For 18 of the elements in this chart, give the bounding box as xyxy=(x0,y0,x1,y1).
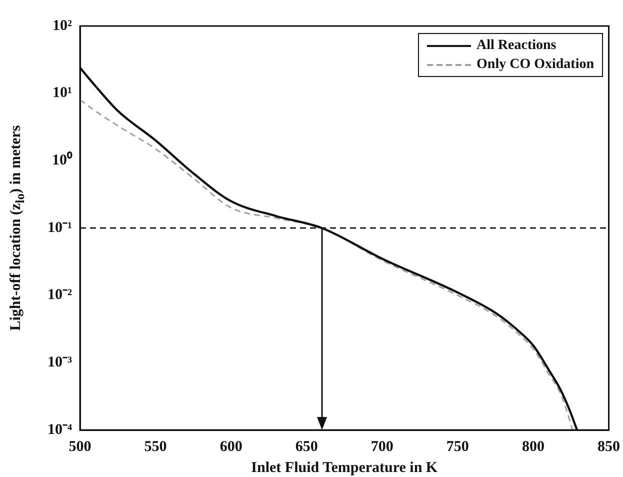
y-tick-label: 10⁻⁴ xyxy=(48,422,72,438)
legend-label: Only CO Oxidation xyxy=(476,56,594,72)
x-tick-label: 650 xyxy=(295,438,318,455)
y-tick-label: 10⁻² xyxy=(48,287,72,304)
y-tick-label: 10² xyxy=(52,18,72,34)
legend-label: All Reactions xyxy=(476,38,556,54)
y-tick-label: 10⁻¹ xyxy=(48,220,72,236)
x-axis-title: Inlet Fluid Temperature in K xyxy=(251,460,438,476)
x-tick-label: 850 xyxy=(598,438,620,455)
x-tick-label: 800 xyxy=(522,438,544,455)
y-tick-label: 10⁻³ xyxy=(48,354,72,371)
y-tick-label: 10¹ xyxy=(52,85,72,102)
x-tick-label: 550 xyxy=(144,438,167,455)
x-tick-label: 700 xyxy=(370,438,394,455)
x-tick-label: 600 xyxy=(220,438,242,455)
y-tick-label: 10⁰ xyxy=(52,150,73,169)
x-tick-label: 500 xyxy=(68,438,92,455)
x-tick-label: 750 xyxy=(446,438,469,455)
